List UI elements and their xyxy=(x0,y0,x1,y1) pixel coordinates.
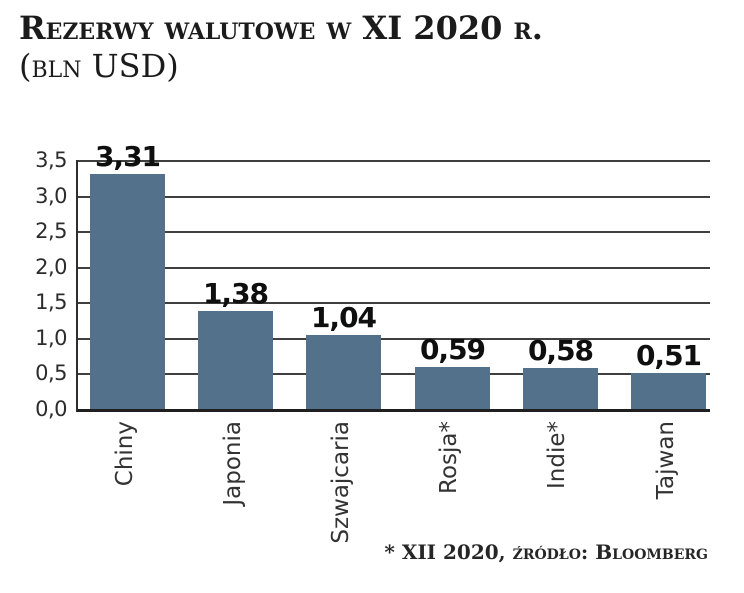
bar-group-indie: 0,58 xyxy=(523,333,598,409)
bar xyxy=(415,367,490,409)
y-tick-label: 1,5 xyxy=(35,290,67,314)
bar xyxy=(631,372,706,409)
bar-group-szwajcaria: 1,04 xyxy=(306,303,381,409)
bar-group-tajwan: 0,51 xyxy=(631,338,706,409)
y-tick-label: 0,0 xyxy=(35,397,67,421)
category-label: Japonia xyxy=(220,421,246,506)
y-tick-label: 2,0 xyxy=(35,255,67,279)
bar-group-japonia: 1,38 xyxy=(198,276,273,409)
bar-group-chiny: 3,31 xyxy=(90,139,165,409)
bar xyxy=(523,367,598,409)
y-tick-label: 0,5 xyxy=(35,361,67,385)
gridline xyxy=(78,338,710,340)
bar-value-label: 1,04 xyxy=(310,301,377,334)
bar-value-label: 1,38 xyxy=(202,276,269,310)
category-label: Rosja* xyxy=(436,421,462,494)
source-note: * XII 2020, źródło: Bloomberg xyxy=(384,540,708,564)
y-tick-label: 1,0 xyxy=(35,326,67,350)
bar-value-label: 0,59 xyxy=(419,333,486,366)
gridline xyxy=(78,267,710,269)
bar-value-label: 3,31 xyxy=(94,139,161,173)
bar xyxy=(306,335,381,409)
category-label: Chiny xyxy=(112,421,138,487)
bar-value-label: 0,58 xyxy=(527,333,594,367)
plot-area: 3,31 1,38 1,04 0,59 0,58 0,51 xyxy=(76,141,710,412)
gridline xyxy=(78,196,710,198)
bar xyxy=(90,173,165,409)
category-label: Tajwan xyxy=(653,421,679,500)
y-tick-label: 3,5 xyxy=(35,148,67,172)
chart-subtitle: (bln USD) xyxy=(19,47,179,85)
bar xyxy=(198,310,273,409)
bar-value-label: 0,51 xyxy=(635,338,702,372)
category-label: Szwajcaria xyxy=(328,421,354,544)
gridline xyxy=(78,302,710,304)
gridline xyxy=(78,231,710,233)
bar-group-rosja: 0,59 xyxy=(415,335,490,409)
chart-title: Rezerwy walutowe w XI 2020 r. xyxy=(19,9,543,47)
gridline xyxy=(78,160,710,162)
gridline xyxy=(78,373,710,375)
category-label: Indie* xyxy=(544,421,570,490)
y-tick-label: 2,5 xyxy=(35,219,67,243)
y-tick-label: 3,0 xyxy=(35,184,67,208)
